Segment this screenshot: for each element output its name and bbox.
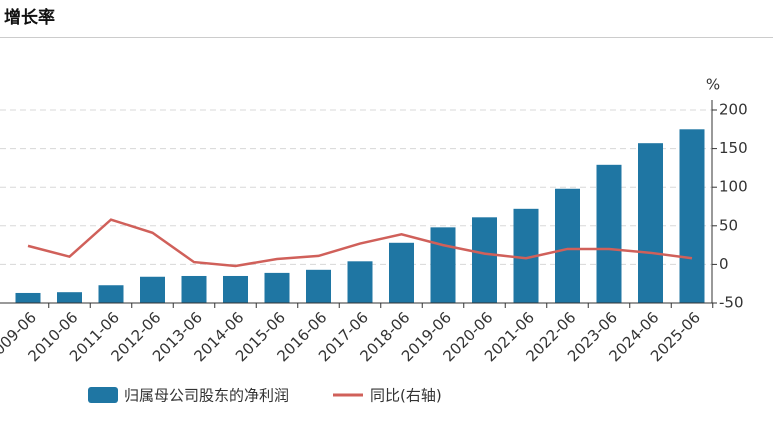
bar — [389, 242, 414, 303]
legend-label: 同比(右轴) — [370, 387, 442, 405]
legend-swatch — [88, 387, 118, 403]
y2-tick-label: -50 — [719, 294, 744, 312]
bar — [679, 129, 705, 303]
y2-tick-label: 200 — [719, 101, 748, 119]
bar — [140, 276, 165, 303]
bar — [430, 227, 456, 303]
bar — [638, 143, 663, 303]
chart-title: 增长率 — [4, 7, 55, 28]
bar — [264, 272, 290, 303]
y2-tick-label: 50 — [719, 216, 738, 234]
y2-tick-label: 150 — [719, 139, 748, 157]
y2-tick-label: 100 — [719, 178, 748, 196]
bar — [98, 285, 124, 303]
line-series — [27, 218, 693, 268]
y2-tick-label: 0 — [719, 255, 729, 273]
y2-unit: % — [706, 76, 720, 94]
bar — [57, 292, 82, 303]
bar — [472, 217, 497, 303]
bar — [347, 261, 373, 303]
bar — [596, 164, 622, 303]
bar — [223, 275, 248, 303]
bar — [555, 188, 580, 303]
bar — [181, 275, 207, 303]
legend-label: 归属母公司股东的净利润 — [124, 387, 289, 405]
bar — [306, 269, 331, 303]
bar — [15, 292, 41, 303]
